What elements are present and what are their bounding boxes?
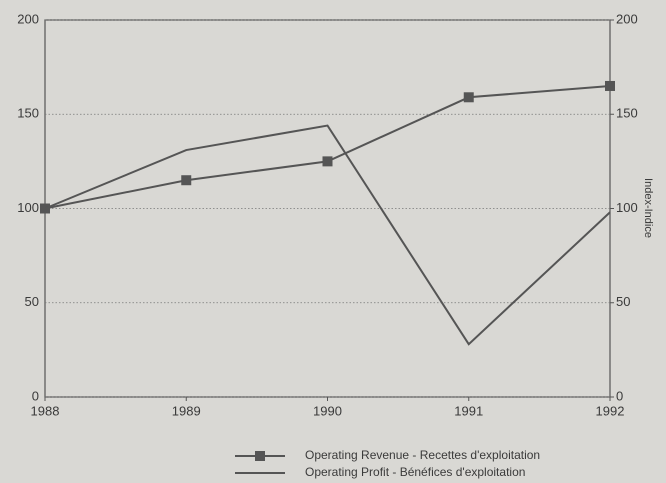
y-tick-label: 150 [17,106,39,121]
point-marker [181,175,192,186]
y2-tick-label: 50 [616,294,630,309]
x-tick-label: 1992 [596,403,625,418]
x-tick-label: 1991 [454,403,483,418]
series-line [44,84,611,210]
point-marker [605,80,615,91]
legend-marker [255,451,265,461]
x-tick-label: 1990 [313,403,342,418]
y-tick-label: 0 [32,388,39,403]
y2-axis-label: Index-Indice [642,178,654,238]
series-line [44,124,611,346]
y-tick-label: 100 [17,200,39,215]
legend-label: Operating Revenue - Recettes d'exploitat… [305,448,540,462]
y2-tick-label: 0 [616,388,623,403]
point-marker [463,92,474,103]
y-tick-label: 50 [25,294,39,309]
point-marker [322,156,333,167]
x-tick-label: 1989 [172,403,201,418]
legend: Operating Revenue - Recettes d'exploitat… [235,448,540,479]
legend-label: Operating Profit - Bénéfices d'exploitat… [305,465,525,479]
y2-tick-label: 100 [616,200,638,215]
y-tick-label: 200 [17,11,39,26]
y2-tick-label: 150 [616,106,638,121]
x-tick-label: 1988 [31,403,60,418]
y2-tick-label: 200 [616,11,638,26]
